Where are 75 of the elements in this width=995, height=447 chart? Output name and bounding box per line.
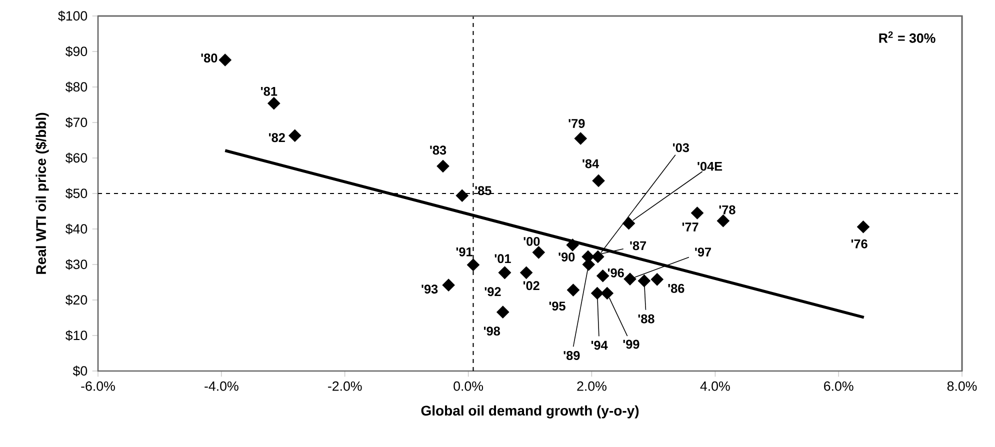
y-tick-label: $30	[66, 259, 88, 270]
annotation: '82	[268, 133, 285, 142]
point	[566, 238, 579, 252]
point	[638, 274, 650, 288]
point	[442, 278, 455, 292]
x-tick-label: -2.0%	[328, 381, 362, 391]
annotation: '87	[630, 241, 646, 250]
annotation: '89	[564, 351, 580, 360]
annotation: '78	[719, 205, 736, 214]
annotation: '00	[524, 236, 540, 246]
annotation: '94	[591, 340, 608, 350]
point	[596, 270, 610, 282]
annotation: '98	[484, 326, 500, 336]
point	[496, 306, 510, 318]
annotation: '03	[673, 143, 689, 152]
point	[466, 258, 480, 272]
y-axis-title: Real WTI oil price ($/bbl)	[35, 112, 49, 274]
x-tick-label: -4.0%	[204, 381, 238, 391]
y-tick-label: $70	[66, 117, 88, 128]
point	[622, 217, 636, 230]
annotation: '80	[201, 54, 218, 63]
point	[716, 214, 730, 228]
point	[566, 284, 580, 296]
x-tick-label: 8.0%	[947, 381, 977, 391]
y-tick-label: $80	[66, 82, 88, 92]
annotation: '79	[568, 118, 585, 128]
annotation: '91	[456, 247, 472, 256]
annotation: '83	[430, 146, 446, 155]
point	[520, 266, 533, 279]
annotation: '81	[261, 86, 278, 96]
y-tick-label: $0	[72, 366, 88, 376]
point	[456, 189, 468, 202]
point	[218, 54, 232, 66]
y-tick-label: $20	[66, 294, 88, 306]
y-tick-label: $50	[66, 188, 88, 199]
x-tick-label: -6.0%	[81, 381, 115, 391]
point	[268, 97, 280, 110]
x-tick-label: 4.0%	[700, 381, 730, 391]
point	[574, 132, 587, 145]
point	[590, 286, 604, 300]
annotation: '99	[623, 340, 640, 349]
y-tick-label: $40	[66, 224, 88, 234]
annotation: R$^{2}$ = 30%	[879, 31, 936, 43]
annotation: '04E	[698, 162, 722, 171]
annotation: '01	[494, 254, 511, 264]
point	[592, 250, 604, 263]
point	[856, 220, 870, 234]
x-tick-label: 2.0%	[577, 381, 606, 391]
point	[592, 174, 605, 188]
point	[624, 272, 636, 286]
annotation: '92	[484, 287, 501, 296]
annotation: '86	[668, 284, 684, 293]
point	[436, 160, 450, 172]
point	[600, 286, 614, 300]
point	[690, 206, 704, 220]
annotation: '97	[695, 248, 711, 257]
x-tick-label: 0.0%	[454, 381, 484, 391]
annotation: '76	[851, 239, 868, 248]
x-axis-title: Global oil demand growth (y-o-y)	[421, 405, 639, 418]
annotation: '93	[422, 284, 438, 294]
annotation: '02	[523, 281, 540, 290]
y-tick-label: $60	[66, 152, 88, 164]
y-tick-label: $90	[66, 46, 88, 57]
y-tick-label: $100	[58, 10, 88, 22]
x-tick-label: 6.0%	[824, 381, 854, 391]
annotation: '84	[582, 159, 600, 168]
y-tick-label: $10	[66, 330, 88, 341]
annotation: '96	[608, 268, 624, 278]
point	[288, 129, 302, 142]
annotation: '88	[638, 314, 654, 324]
annotation: '77	[682, 222, 698, 232]
annotation: '90	[558, 252, 575, 262]
point	[532, 246, 545, 259]
point	[650, 273, 664, 286]
annotation: '95	[549, 302, 566, 311]
